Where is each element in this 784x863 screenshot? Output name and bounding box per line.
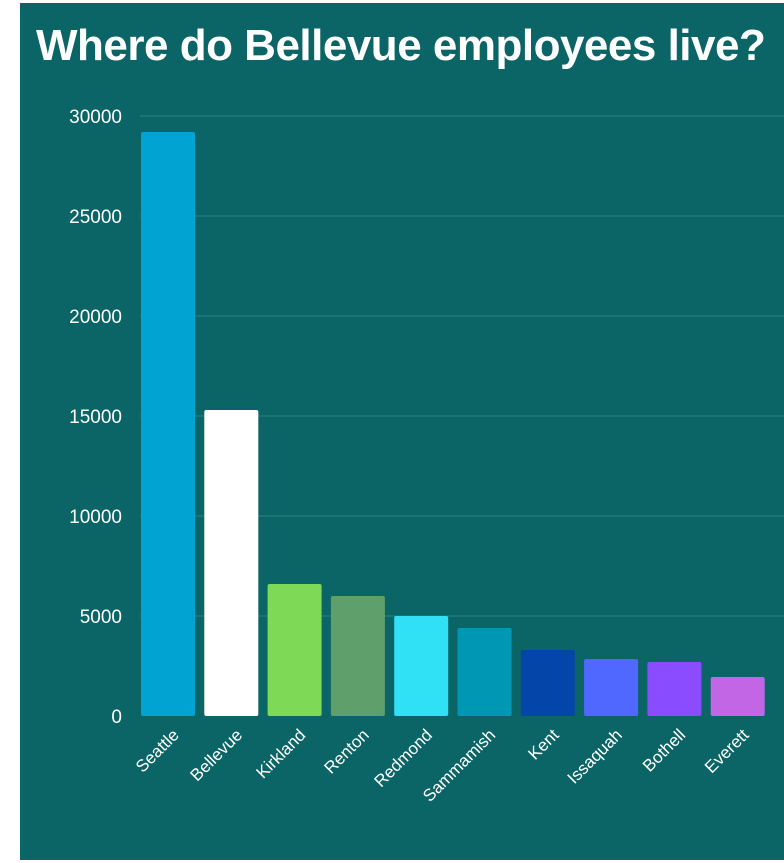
bar-renton [330, 596, 385, 716]
bar-kirkland [267, 584, 322, 716]
bar-sammamish [457, 628, 512, 716]
bar-everett [710, 677, 765, 716]
bar-seattle [141, 132, 195, 716]
x-axis: Seattle Bellevue Kirkland RentonRedmondSamm… [132, 725, 753, 805]
y-tick-label: 20000 [69, 307, 122, 328]
y-tick-label: 15000 [69, 407, 122, 428]
x-tick-label: Redmond [370, 725, 436, 791]
x-tick-label: Renton [321, 725, 373, 777]
chart-title: Where do Bellevue employees live? [36, 21, 766, 70]
bar-redmond [394, 616, 449, 716]
bars [141, 132, 765, 716]
x-tick-label: Everett [701, 725, 753, 777]
bar-issaquah [584, 659, 639, 716]
x-tick-label: Bellevue [187, 725, 247, 785]
x-tick-label: Issaquah [564, 725, 626, 787]
chart-card: Where do Bellevue employees live? 0 5000 1… [20, 3, 784, 860]
bar-kent [520, 650, 575, 716]
bar-bothell [647, 662, 702, 716]
y-axis: 0 5000 10000 15000 20000 25000 30000 [69, 107, 122, 728]
y-tick-label: 30000 [69, 107, 122, 128]
x-tick-label: Seattle [132, 725, 183, 776]
x-tick-label: Bothell [639, 725, 689, 775]
y-tick-label: 25000 [69, 207, 122, 228]
y-tick-label: 5000 [80, 607, 122, 628]
x-tick-label: Kirkland [253, 725, 310, 782]
bar-chart: 0 5000 10000 15000 20000 25000 30000 Seattle Be… [69, 107, 784, 806]
y-tick-label: 0 [111, 707, 122, 728]
bar-bellevue [204, 410, 259, 716]
x-tick-label: Kent [524, 725, 562, 763]
y-tick-label: 10000 [69, 507, 122, 528]
